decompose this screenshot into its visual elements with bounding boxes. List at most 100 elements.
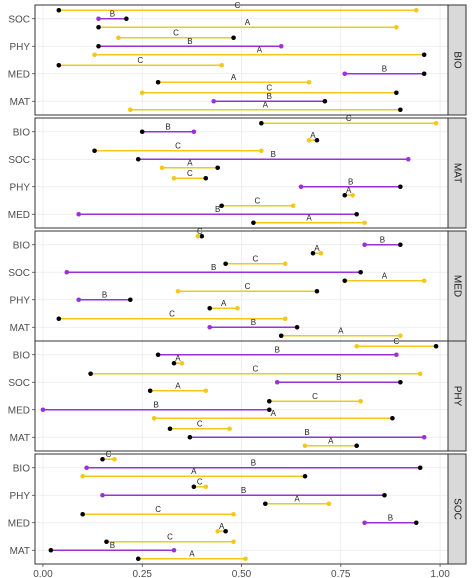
facet-strip-label: SOC bbox=[452, 498, 463, 520]
end-point bbox=[207, 324, 213, 330]
facet-strip-label: MAT bbox=[452, 163, 463, 183]
segment-label: C bbox=[175, 141, 181, 150]
end-point bbox=[175, 288, 181, 294]
end-point bbox=[203, 388, 209, 394]
start-point bbox=[417, 465, 423, 471]
end-point bbox=[413, 7, 419, 13]
end-point bbox=[171, 175, 177, 181]
end-point bbox=[398, 333, 403, 339]
segment-label: B bbox=[348, 177, 353, 186]
end-point bbox=[302, 443, 308, 449]
start-point bbox=[413, 520, 419, 526]
end-point bbox=[358, 398, 363, 404]
x-tick-label: 1.00 bbox=[430, 569, 450, 578]
end-point bbox=[394, 352, 399, 358]
segment-label: C bbox=[266, 83, 272, 92]
end-point bbox=[227, 426, 232, 432]
end-point bbox=[259, 148, 264, 154]
end-point bbox=[100, 492, 105, 498]
start-point bbox=[342, 192, 348, 198]
y-tick-label: MAT bbox=[10, 323, 30, 334]
start-point bbox=[56, 316, 62, 322]
start-point bbox=[342, 278, 348, 284]
start-point bbox=[135, 556, 141, 562]
segment-label: B bbox=[275, 345, 280, 354]
segment-label: C bbox=[312, 392, 318, 401]
start-point bbox=[139, 129, 145, 135]
segment-label: A bbox=[294, 494, 300, 503]
segment-label: C bbox=[187, 169, 193, 178]
y-tick-label: PHY bbox=[9, 182, 30, 193]
end-point bbox=[159, 165, 165, 171]
end-point bbox=[362, 242, 367, 248]
start-point bbox=[167, 426, 173, 432]
segment-label: A bbox=[328, 436, 334, 445]
start-point bbox=[96, 43, 101, 49]
end-point bbox=[362, 520, 367, 526]
start-point bbox=[302, 473, 308, 479]
segment-label: A bbox=[338, 326, 344, 335]
start-point bbox=[48, 547, 54, 553]
facet-strip bbox=[447, 117, 467, 229]
y-tick-label: MED bbox=[8, 210, 30, 221]
end-point bbox=[282, 316, 288, 322]
start-point bbox=[219, 203, 224, 209]
end-point bbox=[40, 407, 46, 413]
start-point bbox=[223, 261, 228, 267]
segment-label: A bbox=[175, 381, 181, 390]
facet-panels: SOCCBAPHYCBAMEDCBAMATCBABIOBIOCBASOCCBAP… bbox=[8, 1, 467, 565]
segment-label: B bbox=[102, 290, 107, 299]
end-point bbox=[235, 305, 240, 311]
segment-label: C bbox=[253, 364, 259, 373]
start-point bbox=[394, 90, 399, 96]
end-point bbox=[231, 539, 236, 545]
start-point bbox=[199, 233, 205, 239]
segment-label: A bbox=[231, 73, 237, 82]
segment-label: A bbox=[310, 131, 316, 140]
end-point bbox=[278, 43, 284, 49]
end-point bbox=[298, 184, 304, 190]
start-point bbox=[390, 415, 395, 421]
start-point bbox=[354, 443, 359, 449]
x-axis: 0.00 0.25 0.50 0.75 1.00 bbox=[33, 564, 450, 578]
start-point bbox=[231, 35, 236, 41]
start-point bbox=[263, 501, 268, 507]
segment-label: A bbox=[175, 354, 181, 363]
start-point bbox=[203, 175, 209, 181]
start-point bbox=[398, 379, 403, 385]
start-point bbox=[223, 528, 228, 534]
segment-label: C bbox=[169, 309, 175, 318]
y-tick-label: BIO bbox=[13, 463, 30, 474]
x-tick-label: 0.00 bbox=[33, 569, 53, 578]
start-point bbox=[92, 148, 97, 154]
end-point bbox=[326, 501, 332, 507]
segment-label: B bbox=[110, 541, 115, 550]
segment-label: B bbox=[271, 150, 276, 159]
y-tick-label: SOC bbox=[8, 268, 30, 279]
x-tick-label: 0.75 bbox=[331, 569, 351, 578]
start-point bbox=[187, 434, 193, 440]
start-point bbox=[322, 98, 328, 104]
segment-label: A bbox=[219, 522, 225, 531]
end-point bbox=[116, 35, 121, 41]
end-point bbox=[139, 90, 145, 96]
end-point bbox=[290, 203, 296, 209]
start-point bbox=[314, 137, 320, 143]
end-point bbox=[282, 261, 288, 267]
y-tick-label: MAT bbox=[10, 97, 30, 108]
start-point bbox=[398, 107, 403, 113]
start-point bbox=[398, 184, 403, 190]
end-point bbox=[342, 71, 348, 77]
segment-label: C bbox=[167, 532, 173, 541]
start-point bbox=[266, 407, 272, 413]
end-point bbox=[394, 24, 399, 30]
y-tick-label: PHY bbox=[9, 491, 30, 502]
facet-strip-label: PHY bbox=[452, 386, 463, 407]
end-point bbox=[306, 137, 312, 143]
y-tick-label: MAT bbox=[10, 546, 30, 557]
end-point bbox=[179, 360, 185, 366]
end-point bbox=[64, 269, 70, 275]
segment-label: B bbox=[165, 122, 170, 131]
